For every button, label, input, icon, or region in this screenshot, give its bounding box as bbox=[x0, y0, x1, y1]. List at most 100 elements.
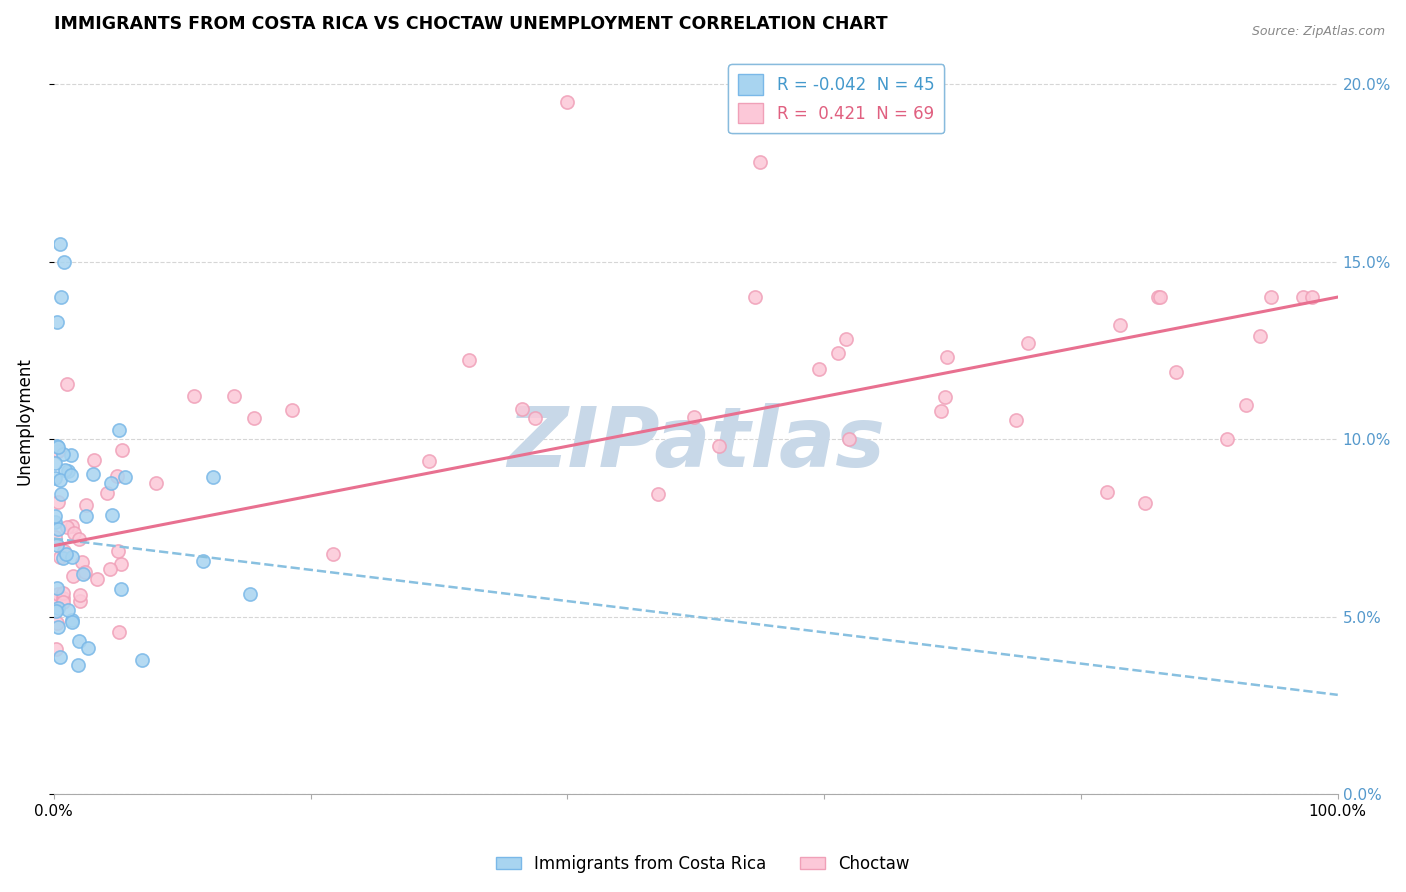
Point bbox=[60, 468, 83, 483]
Legend: R = -0.042  N = 45, R =  0.421  N = 69: R = -0.042 N = 45, R = 0.421 N = 69 bbox=[728, 64, 945, 133]
Point bbox=[49, 290, 72, 304]
Point bbox=[44, 456, 66, 470]
Point bbox=[835, 332, 858, 346]
Point bbox=[45, 641, 67, 656]
Point bbox=[1292, 290, 1315, 304]
Point bbox=[457, 353, 479, 368]
Point bbox=[69, 588, 91, 602]
Point bbox=[1164, 365, 1187, 379]
Point bbox=[111, 442, 134, 457]
Point bbox=[1146, 290, 1168, 304]
Point bbox=[808, 362, 831, 376]
Point bbox=[1005, 413, 1028, 427]
Point bbox=[62, 569, 84, 583]
Point bbox=[53, 544, 76, 558]
Point bbox=[110, 557, 132, 571]
Point bbox=[107, 468, 129, 483]
Point bbox=[44, 530, 66, 544]
Point bbox=[46, 522, 69, 536]
Point bbox=[46, 587, 69, 601]
Point bbox=[647, 487, 669, 501]
Point bbox=[1260, 290, 1282, 304]
Point bbox=[44, 515, 66, 529]
Point bbox=[1017, 336, 1039, 351]
Point bbox=[929, 403, 952, 417]
Point bbox=[1095, 485, 1118, 500]
Point bbox=[69, 593, 91, 607]
Point bbox=[101, 508, 124, 523]
Point bbox=[418, 453, 440, 467]
Point bbox=[838, 432, 860, 446]
Point bbox=[1109, 318, 1132, 333]
Point bbox=[744, 290, 766, 304]
Point bbox=[75, 509, 97, 524]
Point bbox=[44, 593, 66, 607]
Point bbox=[53, 254, 76, 268]
Point bbox=[557, 95, 579, 109]
Point bbox=[110, 582, 132, 596]
Legend: Immigrants from Costa Rica, Choctaw: Immigrants from Costa Rica, Choctaw bbox=[489, 848, 917, 880]
Point bbox=[1133, 496, 1156, 510]
Point bbox=[45, 604, 67, 618]
Point bbox=[82, 467, 104, 482]
Point bbox=[49, 474, 72, 488]
Point bbox=[202, 469, 225, 483]
Point bbox=[108, 624, 131, 639]
Point bbox=[934, 391, 956, 405]
Point bbox=[523, 411, 546, 425]
Point bbox=[60, 519, 83, 533]
Point bbox=[83, 453, 105, 467]
Point bbox=[86, 573, 108, 587]
Text: Source: ZipAtlas.com: Source: ZipAtlas.com bbox=[1251, 25, 1385, 38]
Point bbox=[191, 554, 214, 568]
Point bbox=[60, 449, 83, 463]
Point bbox=[1301, 290, 1323, 304]
Y-axis label: Unemployment: Unemployment bbox=[15, 358, 32, 485]
Point bbox=[72, 567, 94, 582]
Point bbox=[49, 487, 72, 501]
Point bbox=[131, 653, 153, 667]
Point bbox=[55, 547, 77, 561]
Point bbox=[281, 403, 304, 417]
Point bbox=[46, 495, 69, 509]
Point bbox=[48, 601, 70, 615]
Point bbox=[67, 533, 90, 547]
Point bbox=[46, 615, 69, 630]
Point bbox=[46, 440, 69, 454]
Point bbox=[56, 603, 79, 617]
Point bbox=[46, 315, 69, 329]
Point bbox=[49, 650, 72, 665]
Point bbox=[107, 544, 129, 558]
Point bbox=[107, 423, 129, 437]
Point bbox=[1216, 432, 1239, 446]
Point bbox=[1249, 328, 1271, 343]
Point bbox=[44, 508, 66, 523]
Point bbox=[114, 469, 136, 483]
Point bbox=[242, 411, 264, 425]
Point bbox=[60, 549, 83, 564]
Text: ZIPatlas: ZIPatlas bbox=[506, 403, 884, 484]
Point bbox=[1149, 290, 1171, 304]
Point bbox=[46, 620, 69, 634]
Point bbox=[707, 439, 730, 453]
Point bbox=[67, 633, 90, 648]
Point bbox=[52, 586, 75, 600]
Point bbox=[222, 389, 245, 403]
Point bbox=[682, 409, 704, 424]
Point bbox=[72, 555, 94, 569]
Point bbox=[52, 591, 75, 605]
Point bbox=[239, 586, 262, 600]
Point bbox=[60, 613, 83, 627]
Point bbox=[52, 550, 75, 565]
Point bbox=[827, 346, 849, 360]
Point bbox=[49, 236, 72, 251]
Point bbox=[73, 565, 96, 579]
Point bbox=[46, 538, 69, 552]
Point bbox=[100, 476, 122, 491]
Point bbox=[183, 389, 205, 403]
Point bbox=[60, 615, 83, 629]
Point bbox=[56, 519, 79, 533]
Point bbox=[96, 486, 118, 500]
Point bbox=[75, 498, 97, 512]
Point bbox=[510, 402, 533, 417]
